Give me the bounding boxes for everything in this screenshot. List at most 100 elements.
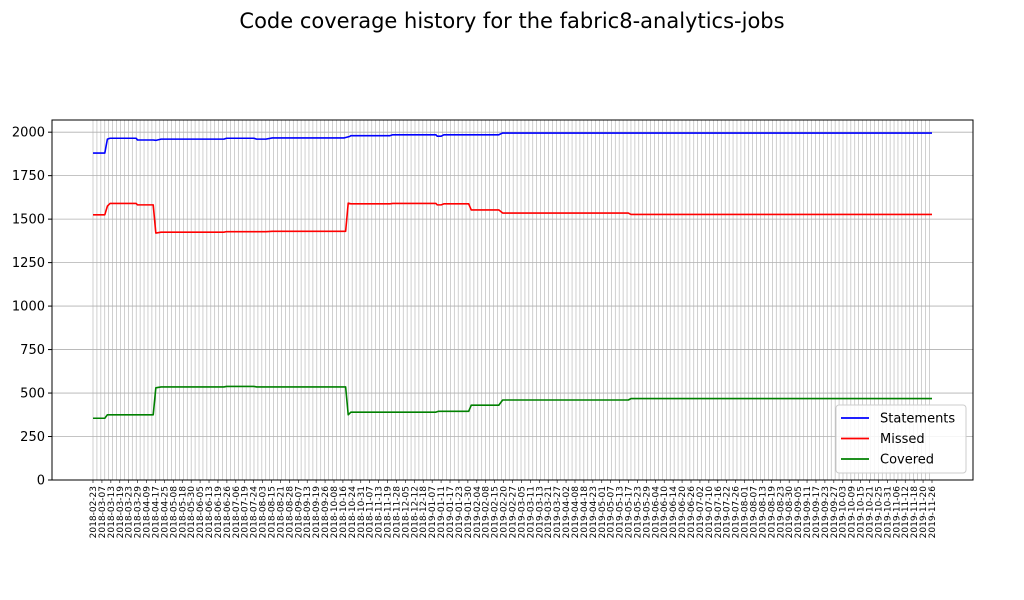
x-tick-label: 2019-04-08	[571, 486, 581, 539]
x-tick-label: 2018-08-03	[259, 486, 269, 538]
x-tick-label: 2019-11-26	[928, 486, 938, 539]
x-tick-label: 2019-05-23	[633, 486, 643, 538]
x-tick-label: 2019-10-21	[866, 486, 876, 538]
x-tick-label: 2018-10-08	[330, 486, 340, 539]
x-tick-label: 2019-09-23	[821, 486, 831, 538]
legend-label: Statements	[880, 412, 955, 427]
x-tick-label: 2019-02-15	[491, 486, 501, 538]
x-tick-label: 2018-08-15	[268, 486, 278, 538]
x-tick-label: 2019-02-08	[482, 486, 492, 539]
x-tick-label: 2019-07-10	[705, 486, 715, 539]
x-tick-label: 2018-09-13	[303, 486, 313, 538]
y-tick-label: 750	[20, 343, 45, 358]
x-tick-label: 2019-09-05	[794, 486, 804, 538]
x-tick-label: 2018-11-28	[392, 486, 402, 539]
x-tick-label: 2019-11-20	[919, 486, 929, 539]
x-tick-label: 2018-12-05	[401, 486, 411, 538]
x-tick-label: 2019-02-20	[500, 486, 510, 539]
x-tick-label: 2019-08-23	[776, 486, 786, 538]
x-tick-label: 2019-05-17	[625, 486, 635, 538]
x-tick-label: 2019-03-13	[535, 486, 545, 538]
x-tick-label: 2019-07-16	[714, 486, 724, 539]
x-tick-label: 2019-01-07	[428, 486, 438, 538]
x-tick-label: 2018-09-07	[294, 486, 304, 538]
x-tick-label: 2019-10-31	[883, 486, 893, 538]
x-tick-label: 2019-08-13	[758, 486, 768, 538]
y-tick-label: 2000	[12, 126, 45, 141]
x-tick-label: 2019-09-17	[812, 486, 822, 538]
x-tick-label: 2019-07-26	[732, 486, 742, 539]
x-tick-label: 2019-10-25	[874, 486, 884, 538]
x-tick-label: 2019-01-23	[455, 486, 465, 538]
x-tick-label: 2018-08-21	[276, 486, 286, 538]
x-tick-label: 2019-08-30	[785, 486, 795, 539]
x-tick-label: 2019-04-02	[562, 486, 572, 538]
x-tick-label: 2018-10-31	[357, 486, 367, 538]
x-tick-label: 2018-06-26	[223, 486, 233, 539]
x-tick-label: 2018-11-13	[375, 486, 385, 538]
x-tick-label: 2018-08-28	[285, 486, 295, 539]
x-tick-label: 2019-09-11	[803, 486, 813, 538]
x-tick-label: 2019-04-18	[580, 486, 590, 539]
x-tick-label: 2019-06-14	[669, 486, 679, 539]
x-tick-label: 2019-03-27	[553, 486, 563, 538]
x-tick-label: 2018-06-13	[205, 486, 215, 538]
x-tick-label: 2018-02-23	[89, 486, 99, 538]
x-tick-label: 2019-08-19	[767, 486, 777, 539]
x-tick-label: 2018-05-08	[169, 486, 179, 539]
x-tick-label: 2018-03-23	[125, 486, 135, 538]
legend-box	[835, 404, 967, 474]
x-tick-label: 2019-08-01	[741, 486, 751, 538]
grid-lines	[52, 120, 973, 481]
x-tick-label: 2018-10-24	[348, 486, 358, 539]
x-tick-label: 2018-07-06	[232, 486, 242, 539]
y-tick-label: 500	[20, 387, 45, 402]
x-tick-label: 2018-04-25	[160, 486, 170, 538]
y-tick-label: 1250	[12, 256, 45, 271]
x-tick-label: 2018-05-30	[187, 486, 197, 539]
legend-label: Covered	[880, 453, 934, 468]
x-tick-label: 2019-03-21	[544, 486, 554, 538]
y-tick-label: 0	[37, 474, 45, 489]
x-tick-label: 2018-03-13	[107, 486, 117, 538]
legend-label: Missed	[880, 432, 925, 447]
x-tick-label: 2019-10-09	[848, 486, 858, 539]
chart-title: Code coverage history for the fabric8-an…	[239, 9, 784, 33]
x-tick-label: 2019-11-18	[910, 486, 920, 539]
x-tick-label: 2018-07-19	[241, 486, 251, 539]
x-tick-label: 2018-09-26	[321, 486, 331, 539]
x-tick-label: 2018-06-05	[196, 486, 206, 538]
x-tick-label: 2019-01-30	[464, 486, 474, 539]
x-tick-label: 2019-02-27	[509, 486, 519, 538]
x-tick-label: 2018-05-18	[178, 486, 188, 539]
x-tick-label: 2019-07-22	[723, 486, 733, 538]
x-tick-label: 2019-05-13	[616, 486, 626, 538]
series-line-statements	[93, 132, 932, 154]
series-lines	[93, 132, 932, 420]
x-tick-label: 2019-06-26	[687, 486, 697, 539]
x-tick-label: 2018-12-18	[419, 486, 429, 539]
x-tick-label: 2019-09-27	[830, 486, 840, 538]
x-tick-label: 2019-06-10	[660, 486, 670, 539]
x-tick-label: 2018-09-19	[312, 486, 322, 539]
x-tick-label: 2019-01-11	[437, 486, 447, 538]
x-tick-label: 2019-04-23	[589, 486, 599, 538]
x-tick-label: 2018-06-19	[214, 486, 224, 539]
x-tick-label: 2019-10-15	[857, 486, 867, 538]
y-tick-label: 1500	[12, 213, 45, 228]
y-tick-label: 1000	[12, 300, 45, 315]
x-tick-label: 2019-11-06	[892, 486, 902, 539]
x-tick-label: 2019-05-29	[642, 486, 652, 539]
x-tick-label: 2019-06-04	[651, 486, 661, 539]
x-tick-label: 2018-11-07	[366, 486, 376, 538]
x-tick-label: 2019-06-20	[678, 486, 688, 539]
x-tick-label: 2018-04-09	[143, 486, 153, 539]
x-tick-label: 2018-03-07	[98, 486, 108, 538]
x-tick-label: 2019-08-07	[749, 486, 759, 538]
x-tick-label: 2019-01-17	[446, 486, 456, 538]
x-tick-label: 2018-10-16	[339, 486, 349, 539]
x-axis: 2018-02-232018-03-072018-03-132018-03-19…	[89, 480, 938, 538]
y-tick-label: 1750	[12, 169, 45, 184]
x-tick-label: 2019-11-12	[901, 486, 911, 538]
